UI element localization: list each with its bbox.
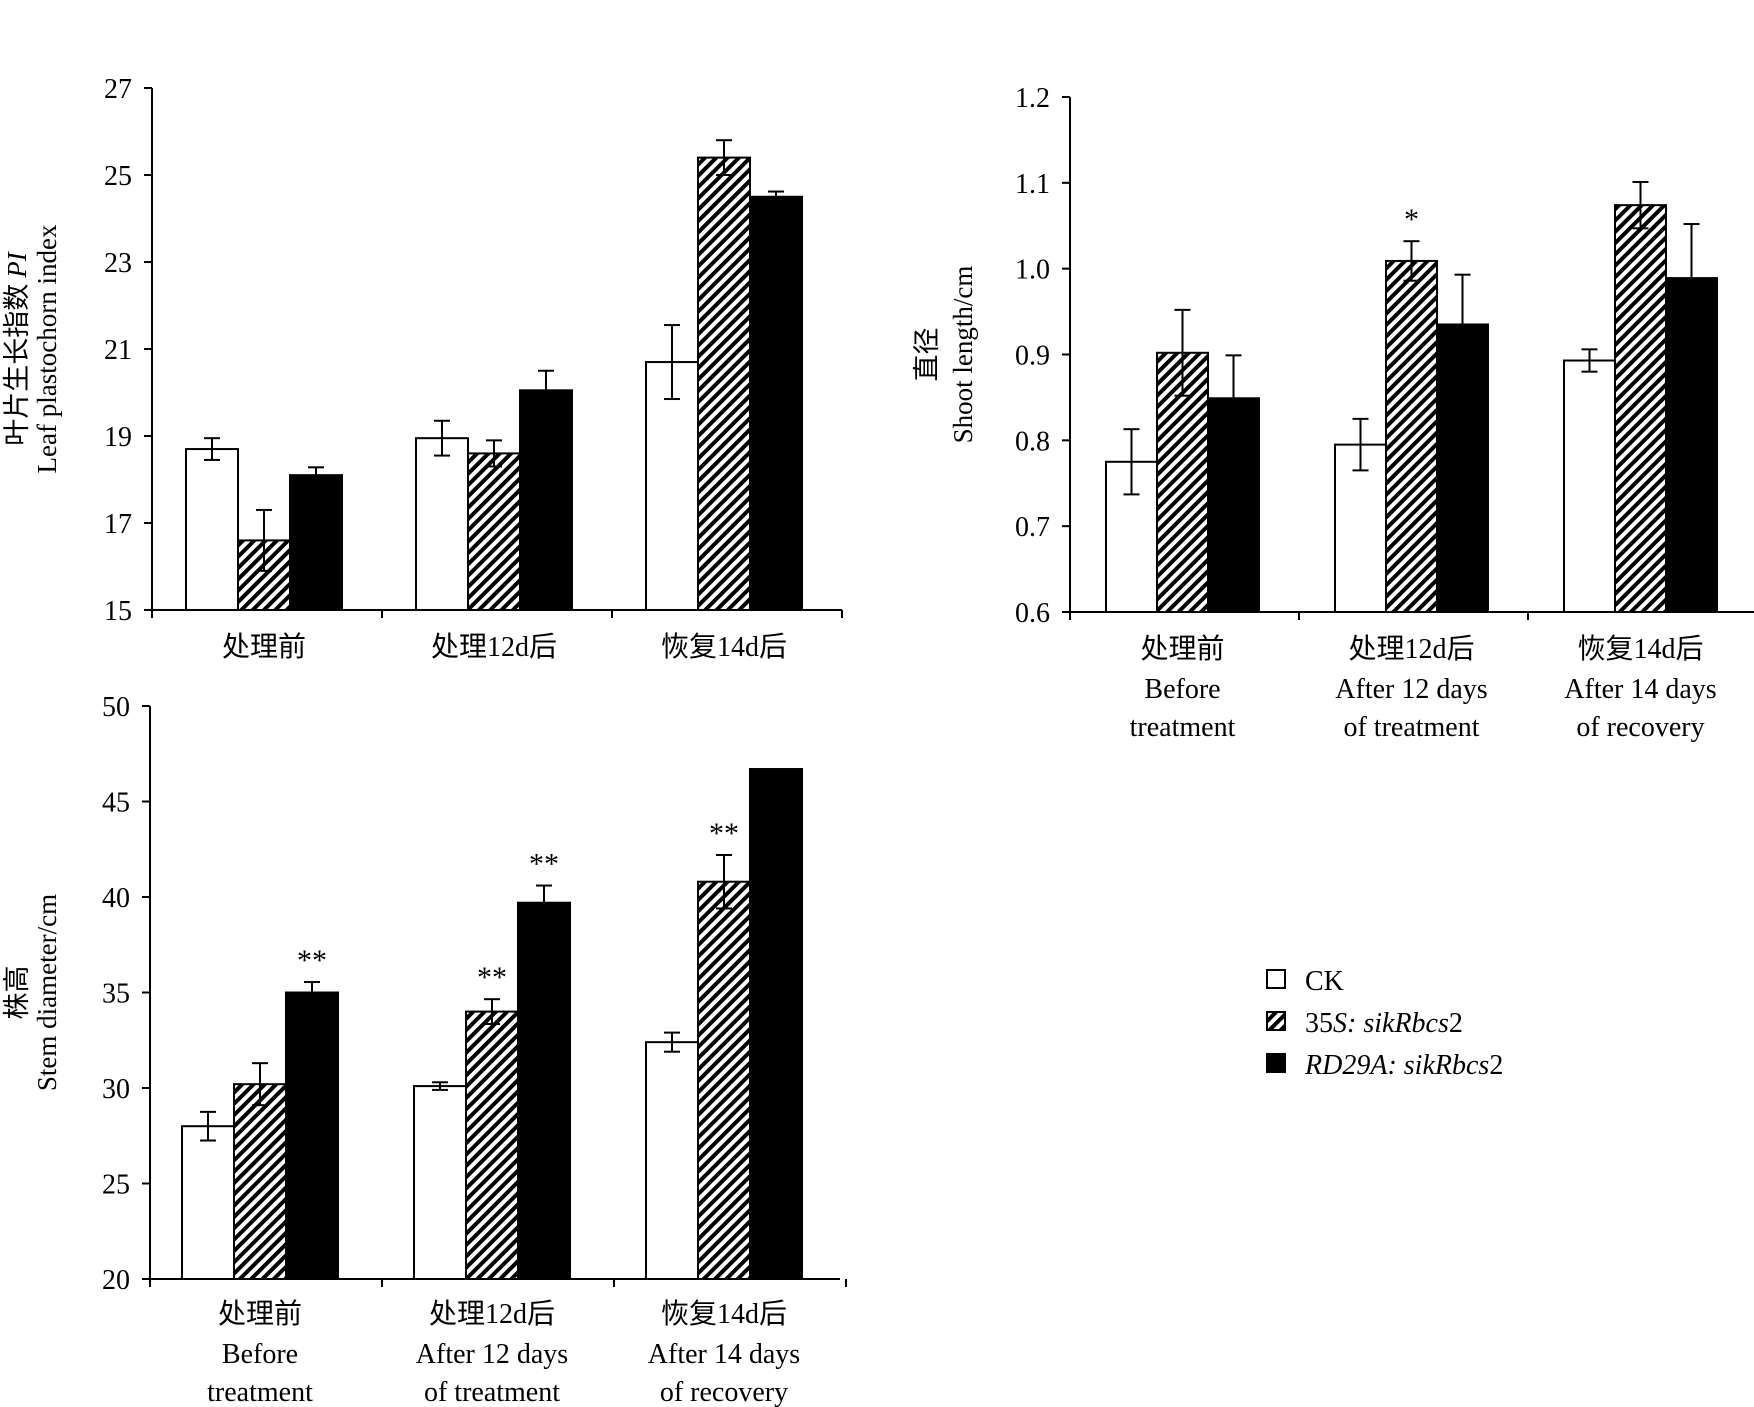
category-label: 处理12d后 <box>1348 633 1474 665</box>
bar-ck <box>1563 359 1616 613</box>
bar-s35 <box>467 452 521 611</box>
chart-leaf: 15 17 19 21 23 25 27 处理前 处理12d后 恢复14d后 叶片生长指数PI Lea… <box>2 74 843 663</box>
bar-ck <box>415 437 469 611</box>
category-label-en: of recovery <box>1576 712 1704 743</box>
y-tick-label: 21 <box>104 335 132 366</box>
bar-ck <box>181 1125 235 1280</box>
category-label-en: treatment <box>207 1377 313 1407</box>
y-tick-label: 1.2 <box>1015 83 1050 114</box>
bar-s35 <box>697 880 751 1280</box>
bar-ck <box>645 1041 699 1281</box>
bar-s35 <box>1614 204 1667 613</box>
legend-label-s35: 35S: sikRbcs2 <box>1305 1008 1463 1039</box>
category-label: 处理前 <box>1140 633 1224 665</box>
y-tick-label: 23 <box>104 248 132 279</box>
category-label: 处理前 <box>218 1298 302 1330</box>
y-tick-label: 1.0 <box>1015 255 1050 286</box>
legend-label-ck: CK <box>1305 966 1344 997</box>
y-tick-label: 25 <box>102 1170 130 1201</box>
chart-shoot: 0.6 0.7 0.8 0.9 1.0 1.1 1.2 处理前 Before treatment 处… <box>912 83 1754 743</box>
y-tick-label: 20 <box>102 1265 130 1296</box>
significance-mark: ** <box>477 961 507 994</box>
y-axis-label-cn: 叶片生长指数PI <box>2 250 32 445</box>
y-tick-label: 1.1 <box>1015 169 1050 200</box>
category-label-en: After 12 days <box>416 1339 568 1370</box>
category-label-en: After 14 days <box>1564 674 1716 705</box>
bar-s35 <box>465 1010 519 1280</box>
y-tick-label: 0.9 <box>1015 341 1050 372</box>
y-tick-label: 19 <box>104 422 132 453</box>
bar-rd29a <box>517 901 571 1280</box>
legend-swatch-rd29a <box>1266 1053 1286 1073</box>
category-label-en: treatment <box>1130 712 1236 743</box>
y-tick-label: 35 <box>102 979 130 1010</box>
category-label-en: After 14 days <box>648 1339 800 1370</box>
category-label: 处理12d后 <box>431 631 557 663</box>
y-axis-label-en: Leaf plastochorn index <box>32 224 62 473</box>
bar-rd29a <box>749 195 803 611</box>
category-label-en: of treatment <box>424 1377 560 1407</box>
y-tick-label: 0.8 <box>1015 426 1050 457</box>
y-tick-label: 0.6 <box>1015 598 1050 629</box>
significance-mark: * <box>1404 203 1419 236</box>
category-label-en: After 12 days <box>1335 674 1487 705</box>
y-axis-label-cn: 直径 <box>912 328 942 382</box>
category-label-en: of recovery <box>660 1377 788 1407</box>
legend-swatch-s35 <box>1266 1011 1286 1031</box>
legend-label-rd29a: RD29A: sikRbcs2 <box>1304 1050 1503 1081</box>
chart-stem: 20 25 30 35 40 45 50 处理前 Before treatment 处理12d后 Af… <box>2 692 847 1407</box>
y-axis-label-en: Stem diameter/cm <box>32 894 62 1091</box>
category-label-en: of treatment <box>1343 712 1479 743</box>
y-tick-label: 45 <box>102 788 130 819</box>
y-tick-label: 30 <box>102 1074 130 1105</box>
significance-mark: ** <box>709 817 739 850</box>
y-tick-label: 0.7 <box>1015 512 1050 543</box>
category-label: 恢复14d后 <box>661 1298 787 1330</box>
y-tick-label: 27 <box>104 74 132 105</box>
bar-rd29a <box>1665 277 1718 613</box>
bar-rd29a <box>285 991 339 1280</box>
y-tick-label: 17 <box>104 509 132 540</box>
significance-mark: ** <box>297 944 327 977</box>
category-label: 处理前 <box>222 631 306 663</box>
legend-swatch-ck <box>1266 969 1286 989</box>
category-label: 恢复14d后 <box>1577 633 1703 665</box>
y-axis-label-cn: 株高 <box>2 966 32 1020</box>
bar-s35 <box>697 156 751 611</box>
legend: CK 35S: sikRbcs2 RD29A: sikRbcs2 <box>1266 966 1503 1081</box>
y-axis-label-en: Shoot length/cm <box>948 266 978 444</box>
bar-rd29a <box>749 768 803 1281</box>
y-tick-label: 50 <box>102 692 130 723</box>
bar-ck <box>413 1085 467 1280</box>
y-tick-label: 15 <box>104 596 132 627</box>
bar-ck <box>185 448 239 611</box>
bar-s35 <box>233 1083 287 1281</box>
significance-mark: ** <box>529 848 559 881</box>
bar-rd29a <box>519 389 573 612</box>
category-label: 处理12d后 <box>429 1298 555 1330</box>
bar-s35 <box>1385 259 1438 613</box>
y-tick-label: 40 <box>102 883 130 914</box>
category-label-en: Before <box>222 1339 298 1370</box>
y-tick-label: 25 <box>104 161 132 192</box>
category-label: 恢复14d后 <box>661 631 787 663</box>
category-label-en: Before <box>1144 674 1220 705</box>
bar-rd29a <box>289 474 343 611</box>
bar-ck <box>1334 443 1387 613</box>
